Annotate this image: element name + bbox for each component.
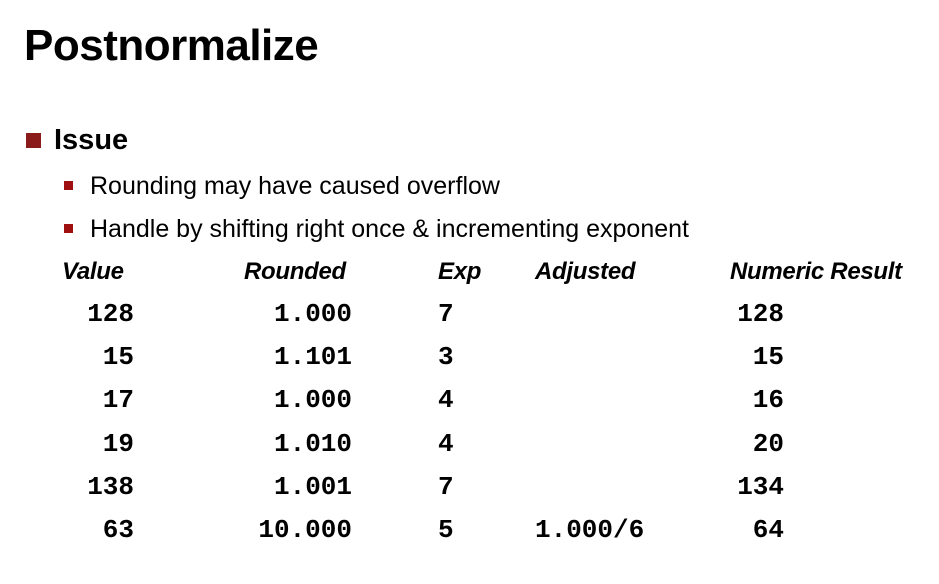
cell-adjusted	[535, 471, 685, 503]
square-bullet-icon	[64, 181, 73, 190]
header-adjusted: Adjusted	[535, 258, 636, 285]
cell-numeric-result: 15	[752, 342, 784, 372]
cell-value: 15	[102, 342, 134, 372]
cell-value: 19	[102, 429, 134, 459]
cell-numeric-result: 64	[752, 515, 784, 545]
cell-rounded: 1.010	[273, 429, 352, 459]
cell-value: 128	[87, 299, 134, 329]
slide-title: Postnormalize	[24, 21, 319, 70]
cell-adjusted	[535, 384, 685, 416]
cell-exp: 5	[438, 515, 454, 545]
header-numeric-result: Numeric Result	[730, 258, 902, 285]
cell-value: 63	[102, 515, 134, 545]
cell-exp: 4	[438, 385, 454, 415]
cell-exp: 7	[438, 472, 454, 502]
cell-rounded: 1.101	[273, 342, 352, 372]
cell-rounded: 10.000	[258, 515, 352, 545]
cell-numeric-result: 134	[737, 472, 784, 502]
cell-numeric-result: 128	[737, 299, 784, 329]
cell-adjusted	[535, 298, 685, 330]
cell-numeric-result: 20	[752, 429, 784, 459]
cell-exp: 7	[438, 299, 454, 329]
cell-value: 138	[87, 472, 134, 502]
cell-adjusted	[535, 428, 685, 460]
cell-exp: 4	[438, 429, 454, 459]
sub-bullet-text: Rounding may have caused overflow	[90, 172, 500, 200]
cell-rounded: 1.000	[273, 385, 352, 415]
cell-numeric-result: 16	[752, 385, 784, 415]
header-value: Value	[62, 258, 124, 285]
cell-exp: 3	[438, 342, 454, 372]
header-rounded: Rounded	[244, 258, 346, 285]
cell-adjusted: 1.000/6	[535, 515, 645, 545]
header-exp: Exp	[438, 258, 482, 285]
sub-bullet-text: Handle by shifting right once & incremen…	[90, 215, 689, 243]
cell-value: 17	[102, 385, 134, 415]
square-bullet-icon	[26, 133, 41, 148]
cell-adjusted	[535, 341, 685, 373]
square-bullet-icon	[64, 224, 73, 233]
cell-rounded: 1.001	[273, 472, 352, 502]
cell-rounded: 1.000	[273, 299, 352, 329]
bullet-text: Issue	[54, 124, 129, 156]
